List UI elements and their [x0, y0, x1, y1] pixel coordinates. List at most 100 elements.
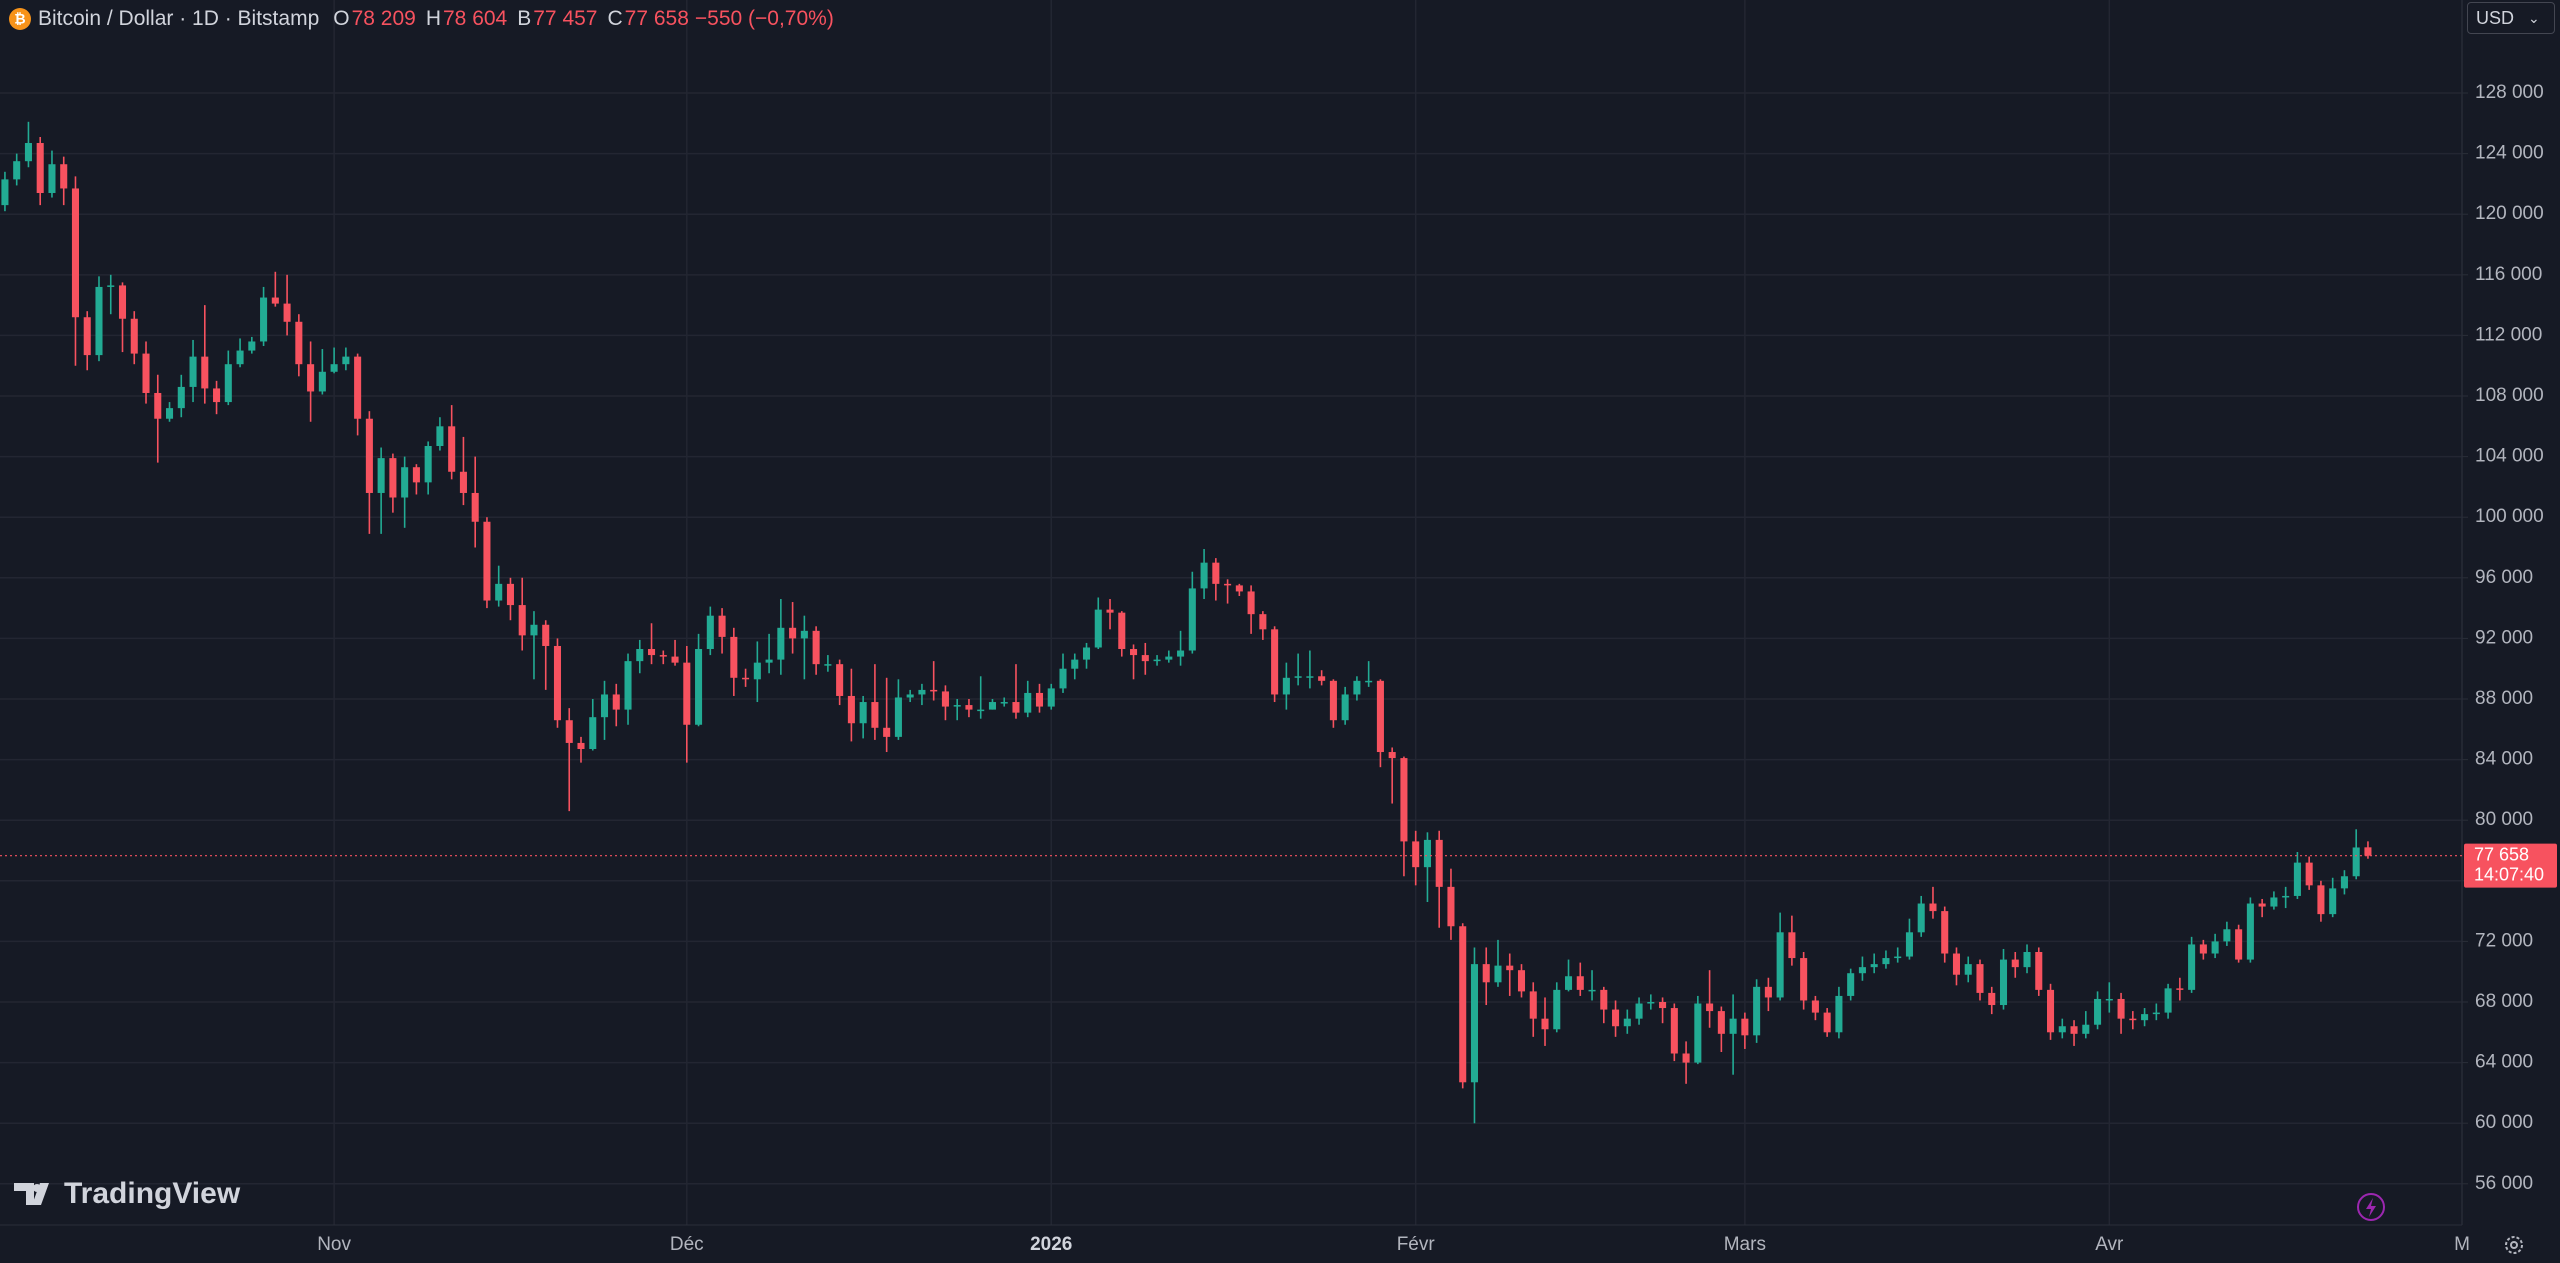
- candle-body: [530, 624, 538, 636]
- y-tick-label: 108 000: [2475, 385, 2544, 406]
- candle-body: [1494, 965, 1502, 983]
- candle-body: [1964, 964, 1972, 975]
- candle-body: [1130, 649, 1138, 656]
- currency[interactable]: USD: [2476, 7, 2515, 28]
- y-tick-label: 88 000: [2475, 688, 2533, 709]
- candle-body: [2070, 1026, 2078, 1034]
- y-tick-label: 64 000: [2475, 1052, 2533, 1073]
- candle-body: [1376, 680, 1384, 753]
- candle-body: [742, 677, 750, 680]
- candle-body: [718, 615, 726, 637]
- candle-body: [1400, 758, 1408, 842]
- x-tick-label: Déc: [670, 1234, 704, 1255]
- candle-body: [1329, 680, 1337, 721]
- candle-body: [553, 645, 562, 721]
- candle-body: [36, 143, 44, 194]
- candle-body: [941, 691, 949, 707]
- candle-body: [1306, 676, 1314, 678]
- y-tick-label: 68 000: [2475, 991, 2533, 1012]
- lightning-icon[interactable]: [2366, 1198, 2376, 1217]
- candle-body: [871, 702, 879, 728]
- candle-body: [1835, 995, 1843, 1033]
- candle-body: [1435, 839, 1443, 887]
- candle-body: [1517, 970, 1526, 992]
- candle-body: [988, 702, 996, 710]
- lightning-circle[interactable]: [2357, 1193, 2385, 1221]
- candle-body: [1764, 986, 1772, 998]
- candle-body: [13, 161, 21, 180]
- candle-body: [965, 705, 973, 710]
- candle-body: [894, 697, 902, 737]
- y-tick-label: 96 000: [2475, 567, 2533, 588]
- gear-outer[interactable]: [2505, 1236, 2523, 1254]
- candle-body: [2352, 847, 2360, 877]
- candle-body: [2188, 944, 2196, 990]
- candle-body: [765, 659, 773, 663]
- candle-body: [2235, 929, 2243, 960]
- candle-body: [906, 694, 914, 698]
- candle-body: [953, 705, 961, 707]
- y-tick-label: 72 000: [2475, 930, 2533, 951]
- candle-body: [1776, 932, 1784, 998]
- candle-body: [1635, 1003, 1643, 1019]
- candle-body: [459, 471, 467, 493]
- candle-body: [2317, 885, 2325, 915]
- candle-body: [412, 467, 420, 483]
- candle-body: [330, 364, 338, 372]
- candle-body: [142, 353, 150, 393]
- candle-body: [1694, 1003, 1702, 1063]
- candle-body: [518, 605, 526, 636]
- candle-body: [130, 318, 138, 354]
- gear-inner[interactable]: [2510, 1241, 2518, 1249]
- candle-body: [2270, 897, 2278, 907]
- candle-body: [918, 689, 926, 695]
- candle-body: [107, 285, 115, 287]
- lightning-button[interactable]: [2357, 1193, 2385, 1221]
- x-tick-label: 2026: [1030, 1234, 1072, 1255]
- candle-body: [1412, 841, 1420, 868]
- candle-body: [165, 408, 174, 419]
- candle-body: [636, 649, 644, 662]
- candle-body: [977, 709, 985, 712]
- candle-body: [1294, 676, 1302, 678]
- candle-body: [1941, 911, 1949, 954]
- candle-body: [789, 627, 797, 639]
- candle-body: [2152, 1012, 2160, 1015]
- candle-body: [1870, 964, 1878, 968]
- candle-body: [471, 492, 479, 522]
- candle-body: [1647, 1001, 1655, 1004]
- candle-body: [1388, 752, 1396, 759]
- candle-body: [753, 662, 761, 680]
- x-tick-label: M: [2454, 1234, 2470, 1255]
- candle-body: [1600, 989, 1608, 1010]
- candle-body: [1459, 926, 1467, 1083]
- candle-body: [683, 662, 691, 725]
- candle-body: [847, 695, 855, 724]
- dropdown-arrow[interactable]: ⌄: [2528, 9, 2540, 26]
- currency-button[interactable]: USD ⌄: [2467, 2, 2555, 34]
- candle-body: [2246, 903, 2254, 960]
- candle-body: [1506, 965, 1514, 971]
- candle-body: [95, 286, 103, 356]
- candle-body: [1988, 992, 1996, 1006]
- candle-body: [2305, 862, 2313, 886]
- candle-body: [565, 720, 573, 743]
- candle-body: [1259, 614, 1267, 630]
- candle-body: [283, 303, 291, 322]
- candle-body: [1012, 702, 1020, 713]
- bitcoin-icon-glyph: ₿: [14, 11, 25, 27]
- candle-body: [1706, 1003, 1714, 1012]
- candle-body: [1153, 659, 1161, 662]
- candle-body: [1588, 989, 1596, 992]
- candle-body: [542, 624, 550, 646]
- candle-body: [401, 467, 409, 498]
- settings-button[interactable]: [2505, 1236, 2523, 1254]
- candle-body: [2164, 988, 2172, 1013]
- candle-body: [271, 297, 279, 304]
- candle-body: [71, 188, 80, 318]
- candle-body: [1035, 692, 1044, 707]
- candle-body: [260, 297, 268, 342]
- candle-body: [342, 356, 350, 365]
- candle-body: [1623, 1018, 1631, 1027]
